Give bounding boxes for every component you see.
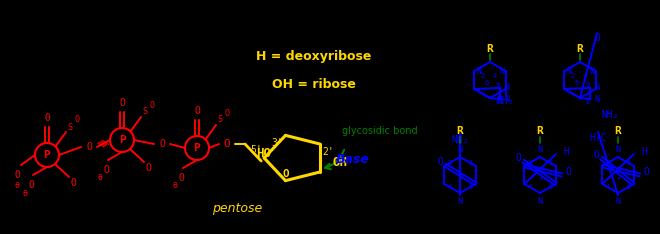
Text: O: O [70, 178, 76, 188]
Text: N: N [504, 95, 509, 104]
Text: 2: 2 [571, 73, 575, 79]
Text: O: O [44, 113, 50, 123]
Text: O: O [565, 167, 571, 177]
Text: OH = ribose: OH = ribose [271, 78, 356, 91]
Text: N: N [537, 145, 543, 154]
Text: 1: 1 [538, 174, 542, 180]
Text: 3: 3 [447, 160, 451, 166]
Text: O: O [119, 98, 125, 108]
Text: N: N [504, 83, 509, 92]
Text: O: O [515, 153, 521, 163]
Text: H = deoxyribose: H = deoxyribose [256, 50, 371, 63]
Text: 3: 3 [605, 160, 610, 166]
Text: 6: 6 [548, 184, 552, 190]
Text: O: O [75, 116, 79, 124]
Text: 6: 6 [485, 80, 489, 86]
Text: 9: 9 [585, 82, 589, 88]
Text: H₃C: H₃C [589, 133, 607, 143]
Text: NH₂: NH₂ [601, 110, 619, 120]
Text: 2: 2 [481, 73, 485, 79]
Text: N: N [499, 66, 504, 76]
Text: N: N [457, 145, 463, 154]
Text: OH: OH [333, 156, 347, 168]
Text: O: O [594, 33, 600, 43]
Text: HO: HO [256, 147, 271, 160]
Text: O: O [593, 150, 599, 160]
Text: R: R [486, 44, 494, 54]
Text: O: O [437, 157, 443, 167]
Text: N: N [537, 197, 543, 205]
Text: N: N [457, 197, 463, 205]
Text: H: H [641, 147, 647, 157]
Text: 3': 3' [272, 138, 283, 148]
Text: P: P [119, 135, 125, 145]
Text: H: H [563, 147, 569, 157]
Text: N: N [594, 83, 599, 92]
Text: N: N [589, 66, 594, 76]
Text: 5: 5 [469, 160, 473, 166]
Text: 8: 8 [496, 99, 500, 105]
Text: N: N [594, 95, 599, 104]
Text: O: O [86, 142, 92, 152]
Text: 4: 4 [447, 184, 451, 190]
Text: O: O [103, 165, 109, 175]
Text: P: P [44, 150, 50, 160]
Text: 4: 4 [493, 73, 497, 79]
Text: N: N [476, 66, 481, 76]
Text: O: O [224, 139, 230, 149]
Text: 4: 4 [605, 184, 610, 190]
Text: O: O [28, 180, 34, 190]
Text: 3: 3 [527, 160, 531, 166]
Text: O: O [224, 109, 230, 117]
Text: N: N [616, 197, 620, 205]
Text: R: R [537, 126, 543, 136]
Text: θ: θ [15, 180, 20, 190]
Text: 4: 4 [527, 184, 531, 190]
Text: 5': 5' [250, 145, 262, 155]
Text: S: S [218, 116, 222, 124]
Text: S: S [143, 107, 147, 117]
Text: 5: 5 [548, 160, 552, 166]
Text: 6: 6 [626, 184, 631, 190]
Text: 6: 6 [469, 184, 473, 190]
Text: R: R [457, 126, 463, 136]
Text: 4: 4 [583, 73, 587, 79]
Text: pentose: pentose [213, 202, 263, 215]
Text: 2: 2 [458, 167, 462, 173]
Text: N: N [616, 145, 620, 154]
Text: O: O [178, 173, 184, 183]
Text: O: O [643, 167, 649, 177]
Text: O: O [194, 106, 200, 116]
Text: R: R [577, 44, 583, 54]
Text: O: O [159, 139, 165, 149]
Text: N: N [566, 66, 571, 76]
Text: 9: 9 [496, 82, 500, 88]
Text: P: P [193, 143, 201, 153]
Text: 1: 1 [458, 174, 462, 180]
Text: Base: Base [336, 153, 370, 166]
Text: glycosidic bond: glycosidic bond [342, 126, 417, 136]
Text: NH₂: NH₂ [451, 135, 469, 145]
Text: O: O [150, 100, 154, 110]
Text: S: S [67, 123, 73, 132]
Text: 2': 2' [322, 147, 334, 157]
Text: θ: θ [22, 189, 28, 197]
Text: 1: 1 [616, 174, 620, 180]
Text: O: O [282, 169, 289, 179]
Text: O: O [14, 170, 20, 180]
Text: 2: 2 [616, 167, 620, 173]
Text: θ: θ [98, 173, 102, 183]
Text: 2: 2 [538, 167, 542, 173]
Text: R: R [614, 126, 621, 136]
Text: 8: 8 [585, 99, 589, 105]
Text: NH₂: NH₂ [497, 96, 514, 106]
Text: 6: 6 [575, 80, 579, 86]
Text: θ: θ [172, 182, 178, 190]
Text: O: O [145, 163, 151, 173]
Text: 5: 5 [626, 160, 631, 166]
